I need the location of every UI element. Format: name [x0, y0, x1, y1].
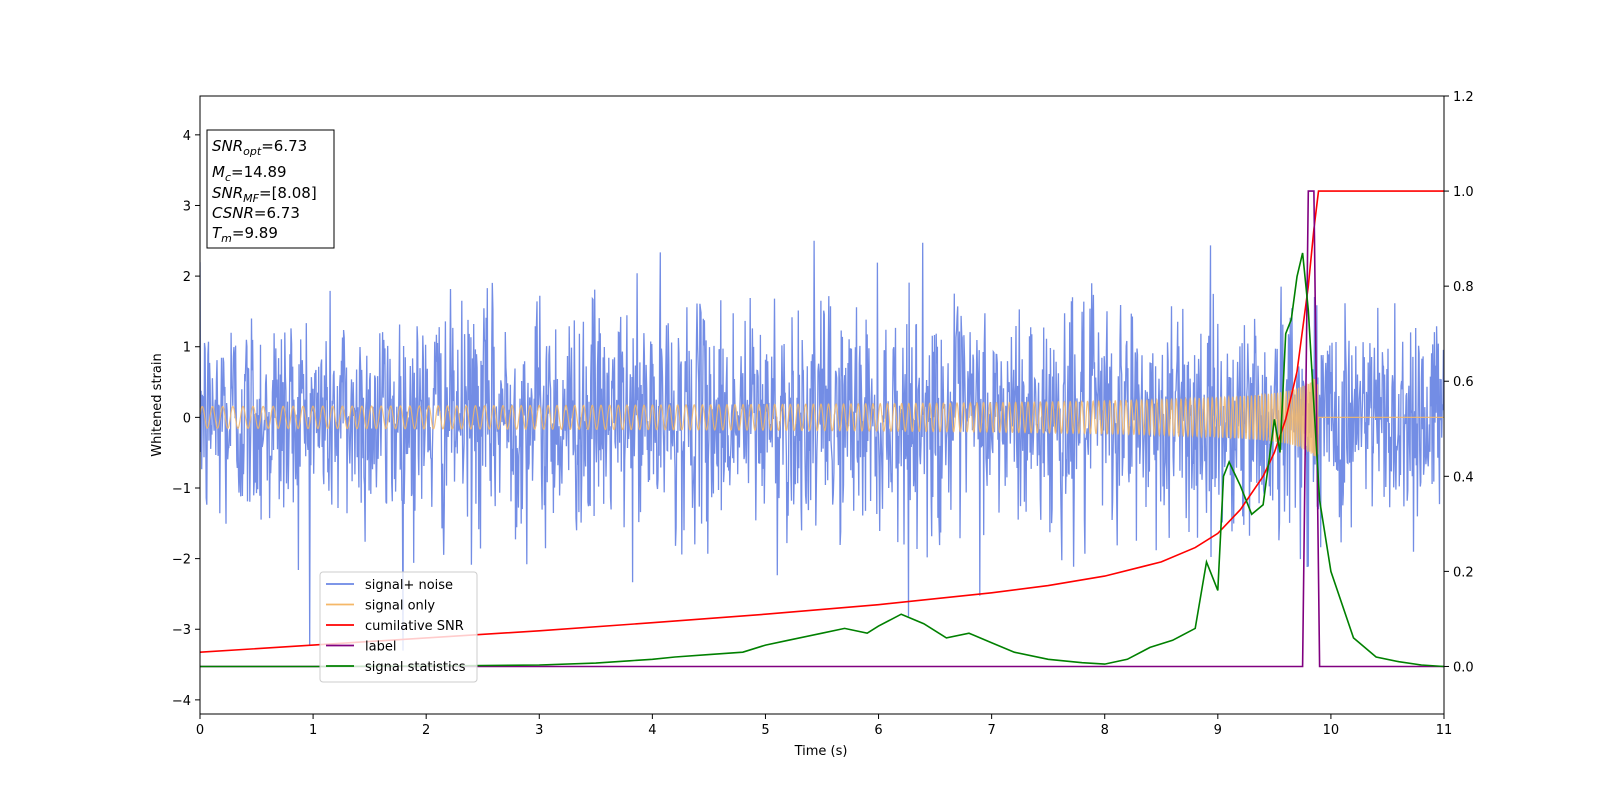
stat-csnr: CSNR=6.73 — [212, 204, 300, 222]
y2-tick-label: 1.2 — [1453, 90, 1474, 105]
x-tick-label: 10 — [1323, 723, 1340, 738]
stats-box-frame — [206, 129, 335, 249]
series-signal-plus-noise — [200, 240, 1444, 651]
y2-tick-label: 0.8 — [1453, 280, 1474, 295]
stat-snr-mf: SNRMF=[8.08] — [212, 184, 317, 205]
y2-tick-label: 0.2 — [1453, 565, 1474, 580]
legend-label: signal+ noise — [365, 578, 453, 593]
x-tick-label: 0 — [196, 723, 204, 738]
y2-tick-label: 0.6 — [1453, 375, 1474, 390]
x-axis: 0 1 2 3 4 5 6 7 8 9 10 11 — [196, 714, 1452, 738]
x-tick-label: 2 — [422, 723, 430, 738]
y-axis-label: Whitened strain — [150, 353, 165, 456]
stat-tm: Tm=9.89 — [212, 224, 278, 245]
series-signal-statistics — [200, 252, 1444, 668]
legend: signal+ noise signal only cumilative SNR la… — [319, 571, 478, 683]
legend-label: cumilative SNR — [365, 619, 464, 634]
x-tick-label: 4 — [648, 723, 656, 738]
y-tick-label: −1 — [172, 482, 191, 497]
plot-frame — [199, 95, 1445, 715]
series-layer — [200, 190, 1444, 668]
legend-label: signal only — [365, 599, 435, 614]
y-tick-label: 0 — [183, 411, 191, 426]
y-tick-label: −4 — [172, 694, 191, 709]
legend-frame — [319, 571, 478, 683]
stat-snr-opt: SNRopt=6.73 — [212, 137, 307, 158]
x-tick-label: 8 — [1101, 723, 1109, 738]
legend-label: label — [365, 640, 396, 655]
x-tick-label: 1 — [309, 723, 317, 738]
x-tick-label: 11 — [1436, 723, 1453, 738]
y2-tick-label: 0.4 — [1453, 470, 1474, 485]
x-tick-label: 5 — [761, 723, 769, 738]
y-tick-label: 4 — [183, 129, 191, 144]
y-tick-label: −2 — [172, 553, 191, 568]
stat-mc: Mc=14.89 — [212, 163, 287, 184]
y-tick-label: 3 — [183, 199, 191, 214]
legend-label: signal statistics — [365, 660, 466, 675]
y2-tick-label: 1.0 — [1453, 185, 1474, 200]
stats-box: SNRopt=6.73 Mc=14.89 SNRMF=[8.08] CSNR=6… — [206, 129, 335, 249]
x-axis-label: Time (s) — [794, 744, 848, 759]
x-tick-label: 3 — [535, 723, 543, 738]
y-tick-label: 1 — [183, 341, 191, 356]
series-cumulative-snr — [200, 190, 1444, 653]
y-axis-right: 1.2 1.0 0.8 0.6 0.4 0.2 0.0 — [1444, 90, 1474, 675]
y-tick-label: 2 — [183, 270, 191, 285]
x-tick-label: 6 — [874, 723, 882, 738]
y-tick-label: −3 — [172, 623, 191, 638]
series-signal-only — [200, 378, 1444, 457]
y-axis-left: 4 3 2 1 0 −1 −2 −3 −4 — [172, 129, 200, 709]
x-tick-label: 9 — [1214, 723, 1222, 738]
series-label — [200, 190, 1444, 668]
x-tick-label: 7 — [987, 723, 995, 738]
y2-tick-label: 0.0 — [1453, 660, 1474, 675]
